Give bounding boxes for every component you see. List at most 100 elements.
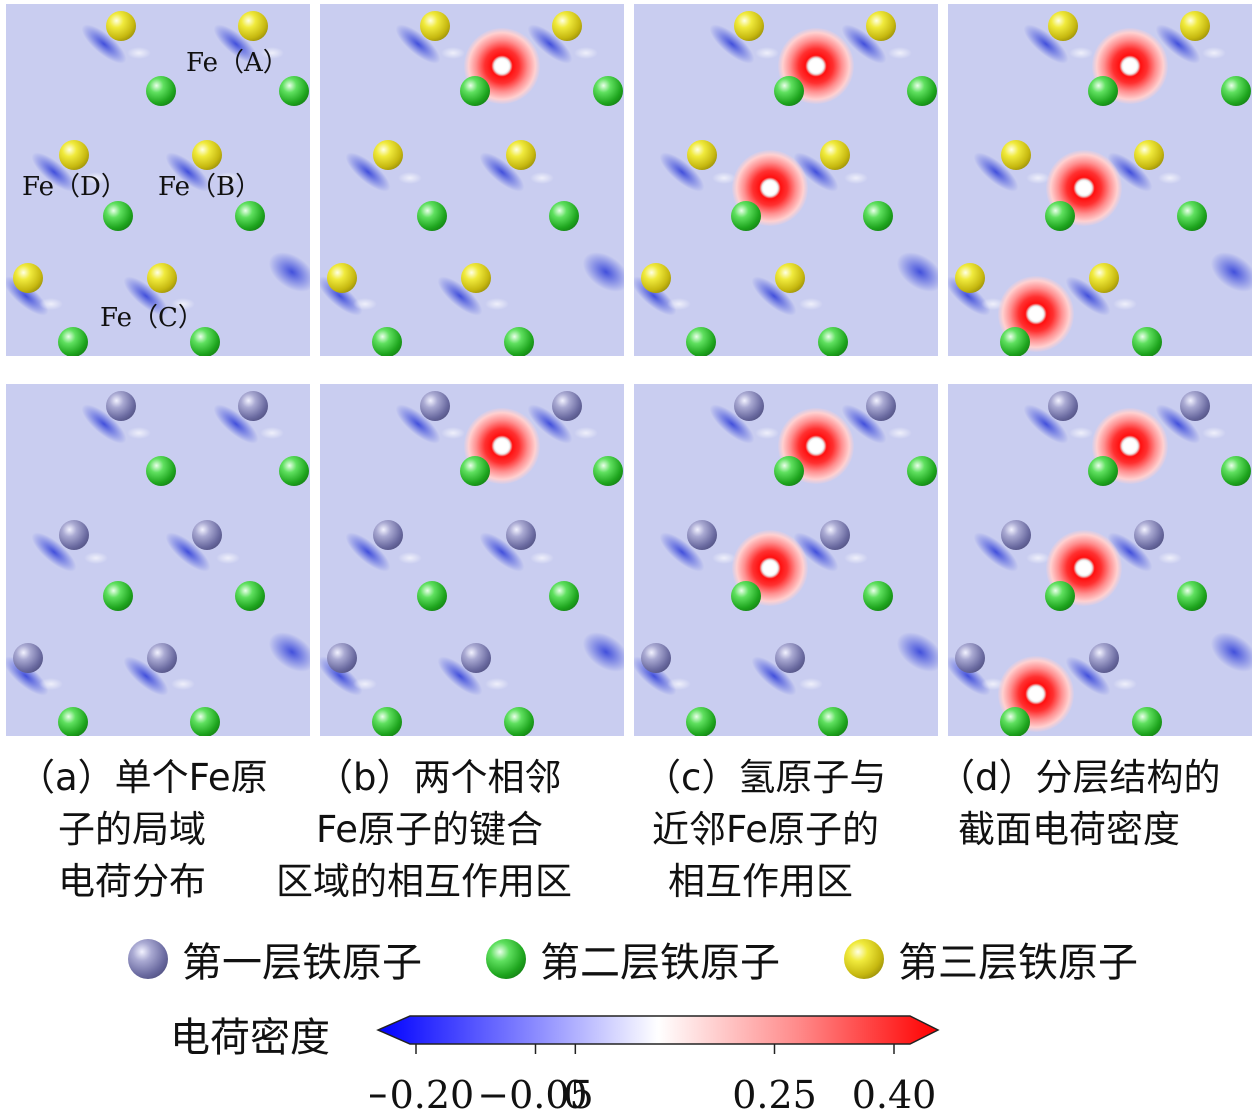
charge-accumulation-region [216,552,240,564]
charge-depletion-region [527,404,573,444]
layer3-atom [1180,11,1210,41]
charge-accumulation-region [1069,47,1093,59]
charge-depletion-region [751,656,797,696]
layer3-atom [506,140,536,170]
caption-b-line-2: Fe原子的键合 [316,808,544,851]
charge-accumulation-region [84,172,108,184]
layer2-atom [279,76,309,106]
layer1-atom [775,643,805,673]
charge-accumulation-region [171,298,195,310]
layer2-atom [1221,76,1251,106]
layer1-atom [461,643,491,673]
charge-depletion-region [165,532,211,572]
panel-c-bottom [634,384,938,736]
charge-accumulation-region [1158,172,1182,184]
layer2-atom [1000,707,1030,736]
layer1-atom [734,391,764,421]
charge-depletion-region [709,24,755,64]
layer3-atom [1048,11,1078,41]
layer3-atom [147,263,177,293]
layer2-atom [279,456,309,486]
layer2-atom [372,327,402,356]
charge-accumulation-region [888,427,912,439]
charge-accumulation-region [574,47,598,59]
charge-accumulation-region [844,172,868,184]
charge-depletion-region [81,24,127,64]
layer2-atom [146,456,176,486]
layer3-atom [820,140,850,170]
charge-accumulation-region [485,298,509,310]
charge-field [6,4,310,356]
legend-item-layer3: 第三层铁原子 [844,930,1138,988]
layer2-atom [686,327,716,356]
charge-accumulation-region [398,172,422,184]
charge-depletion-region [268,632,310,672]
caption-a-line-2: 子的局域 [58,808,206,851]
charge-depletion-region [479,532,525,572]
layer3-atom [420,11,450,41]
layer1-atom [192,520,222,550]
charge-accumulation-region [260,427,284,439]
legend-label-layer1: 第一层铁原子 [182,940,422,986]
layer2-atom [1132,707,1162,736]
layer1-atom [552,391,582,421]
charge-depletion-region [582,252,624,292]
charge-accumulation-region [485,678,509,690]
charge-accumulation-region [127,47,151,59]
layer2-atom-icon [486,939,526,979]
charge-depletion-region [437,276,483,316]
caption-c-line-1: （c）氢原子与 [644,756,887,799]
panel-c-top [634,4,938,356]
colorbar: −0.20 −0.050 0.25 0.40 [370,1015,940,1117]
charge-depletion-region [659,152,705,192]
charge-accumulation-region [353,678,377,690]
layer2-atom [818,707,848,736]
layer2-atom [731,201,761,231]
charge-depletion-region [1065,276,1111,316]
caption-b-line-3: 区域的相互作用区 [276,860,572,903]
layer1-atom [687,520,717,550]
charge-depletion-region [165,152,211,192]
charge-depletion-region [1210,632,1252,672]
charge-accumulation-region [1202,427,1226,439]
layer1-atom [506,520,536,550]
layer2-atom [460,76,490,106]
layer2-atom [417,201,447,231]
charge-depletion-region [437,656,483,696]
layer3-atom [734,11,764,41]
charge-accumulation-region [1026,172,1050,184]
colorbar-tick-label: 0.40 [852,1073,937,1117]
charge-depletion-region [345,152,391,192]
charge-accumulation-region [39,678,63,690]
layer2-atom [103,581,133,611]
layer2-atom [1221,456,1251,486]
layer2-atom [190,327,220,356]
charge-depletion-region [1107,532,1153,572]
charge-accumulation-region [888,47,912,59]
charge-accumulation-region [1158,552,1182,564]
charge-depletion-region [659,532,705,572]
layer3-atom [955,263,985,293]
colorbar-tick-label: −0.05 [477,1073,593,1117]
panel-a-bottom [6,384,310,736]
colorbar-tick-label: 0.25 [732,1073,817,1117]
charge-accumulation-region [216,172,240,184]
charge-accumulation-region [667,678,691,690]
layer3-atom [238,11,268,41]
charge-depletion-region [31,152,77,192]
layer2-atom [731,581,761,611]
layer2-atom [103,201,133,231]
charge-accumulation-region [574,427,598,439]
layer2-atom [1177,201,1207,231]
legend-label-layer3: 第三层铁原子 [898,940,1138,986]
caption-d-line-2: 截面电荷密度 [958,808,1180,851]
layer1-atom [106,391,136,421]
layer1-atom [1089,643,1119,673]
charge-depletion-region [973,152,1019,192]
charge-depletion-region [395,404,441,444]
colorbar-tick-label: −0.20 [370,1073,474,1117]
charge-depletion-region [1065,656,1111,696]
layer2-atom [774,456,804,486]
charge-accumulation-region [530,552,554,564]
